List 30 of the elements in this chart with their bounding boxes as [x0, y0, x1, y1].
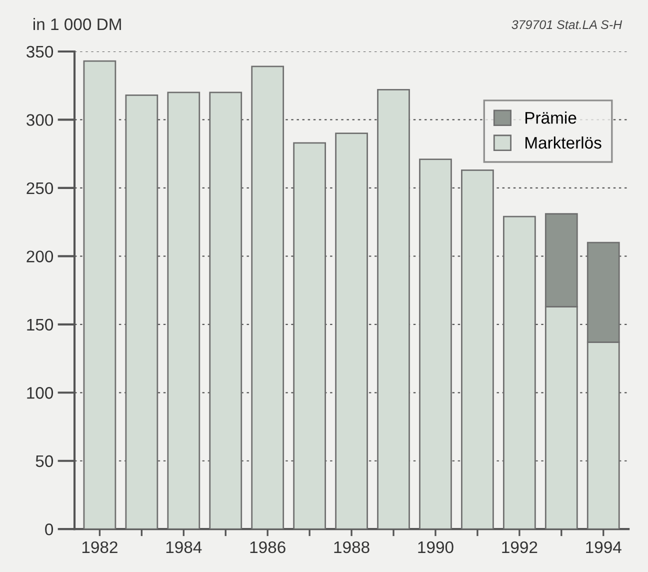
x-tick-label: 1992 [502, 541, 538, 554]
bar [83, 60, 116, 530]
y-tick-label: 250 [26, 182, 54, 194]
x-tick-label: 1988 [334, 541, 370, 554]
x-tick-label: 1982 [82, 541, 118, 554]
legend-label: Prämie [525, 112, 576, 124]
bar [167, 92, 200, 530]
bar [377, 88, 410, 530]
bar [335, 132, 368, 530]
y-tick-label: 200 [26, 250, 54, 262]
x-tick-label: 1984 [166, 541, 202, 554]
bar [419, 158, 452, 530]
y-tick-label: 50 [36, 455, 54, 468]
y-tick-label: 150 [27, 318, 54, 331]
text: 379701 Stat.LA S-H [512, 20, 622, 30]
bar [293, 142, 326, 530]
x-tick-label: 1990 [418, 541, 454, 554]
y-tick-label: 0 [45, 524, 54, 536]
y-axis-title: in 1 000 DM [34, 18, 121, 30]
bar [502, 216, 536, 530]
bar [125, 94, 158, 530]
y-tick-label: 350 [26, 46, 54, 58]
bar [461, 170, 494, 530]
x-tick-label: 1986 [250, 541, 286, 554]
y-tick-label: 100 [27, 387, 54, 399]
bar [251, 66, 284, 530]
legend-label: Markterlös [525, 136, 602, 149]
bar [209, 92, 242, 530]
y-tick-label: 300 [26, 114, 54, 126]
x-tick-label: 1994 [586, 541, 622, 554]
